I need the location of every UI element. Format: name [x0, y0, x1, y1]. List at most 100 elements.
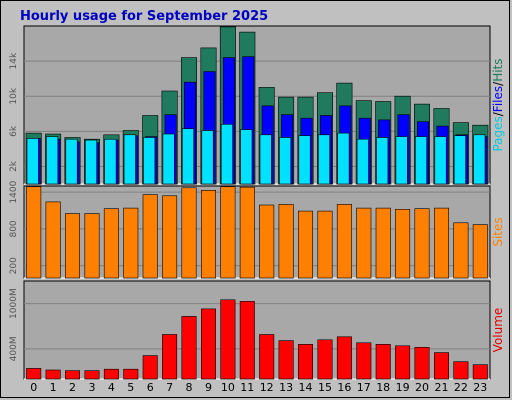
bar-volume-6 [142, 355, 158, 380]
bar-sites-20 [414, 208, 430, 279]
x-tick-label-18: 18 [376, 381, 390, 394]
bar-pages-21 [434, 136, 447, 185]
bar-sites-19 [395, 209, 411, 279]
x-tick-label-9: 9 [205, 381, 212, 394]
bar-volume-17 [356, 342, 372, 380]
bar-sites-13 [278, 204, 294, 279]
y-tick-label: 400M [9, 336, 19, 361]
y-tick-label: 2k [9, 160, 19, 172]
side-label-part: / [491, 81, 505, 86]
bar-volume-16 [336, 336, 352, 380]
chart-panels: 2k6k10k14kPages/Files/Hits2008001400Site… [9, 25, 505, 380]
bar-pages-13 [279, 137, 292, 185]
bar-pages-23 [473, 134, 486, 185]
bar-pages-3 [85, 139, 98, 185]
x-tick-label-12: 12 [260, 381, 274, 394]
y-tick-label: 200 [9, 257, 19, 274]
panel-volume: 400M 1000M Volume [9, 280, 505, 380]
bar-volume-13 [278, 340, 294, 380]
bar-pages-19 [395, 136, 408, 185]
bar-pages-6 [143, 137, 156, 185]
plot-area-volume [23, 280, 491, 380]
bar-pages-14 [298, 135, 311, 185]
x-tick-label-5: 5 [127, 381, 134, 394]
x-tick-label-21: 21 [435, 381, 449, 394]
bar-volume-2 [65, 370, 81, 380]
bar-sites-11 [239, 186, 255, 279]
bar-pages-8 [182, 128, 195, 185]
y-tick-label: 1000M [9, 288, 19, 319]
bar-volume-10 [220, 299, 236, 380]
side-label-volume: Volume [491, 308, 505, 353]
x-tick-label-10: 10 [221, 381, 235, 394]
x-tick-label-8: 8 [186, 381, 193, 394]
bar-sites-0 [26, 186, 42, 279]
x-tick-label-11: 11 [240, 381, 254, 394]
x-tick-label-2: 2 [69, 381, 76, 394]
bar-volume-5 [123, 368, 139, 380]
bar-volume-7 [162, 334, 178, 380]
bar-pages-0 [26, 138, 39, 185]
bar-volume-19 [395, 345, 411, 380]
side-label-sites: Sites [491, 217, 505, 246]
x-tick-label-7: 7 [166, 381, 173, 394]
bar-volume-14 [297, 343, 313, 380]
bar-sites-5 [123, 207, 139, 279]
bar-pages-9 [201, 130, 214, 185]
plot-area-sites [23, 185, 491, 279]
x-tick-label-16: 16 [337, 381, 351, 394]
y-tick-label: 800 [9, 220, 19, 237]
bar-sites-23 [472, 224, 488, 279]
bar-sites-4 [103, 208, 119, 279]
x-tick-label-22: 22 [454, 381, 468, 394]
x-tick-label-1: 1 [50, 381, 57, 394]
side-label-part: Pages [491, 116, 505, 151]
bar-sites-14 [297, 210, 313, 279]
bar-volume-4 [103, 368, 119, 380]
x-axis-ticks: 0 1 2 3 4 5 6 7 8 9 10 11 12 13 14 15 16 17 18 19 20 21 22 23 [30, 381, 487, 394]
bar-pages-1 [46, 136, 59, 185]
bar-pages-4 [104, 138, 117, 185]
bar-volume-15 [317, 339, 333, 380]
bar-volume-12 [259, 334, 275, 380]
bar-sites-8 [181, 187, 197, 279]
bar-sites-1 [45, 201, 61, 279]
side-label-part: Volume [491, 308, 505, 353]
bar-sites-16 [336, 204, 352, 279]
bar-sites-21 [433, 207, 449, 279]
side-label-part: Hits [491, 58, 505, 81]
plot-area-traffic [23, 25, 491, 185]
bar-pages-2 [65, 138, 78, 185]
bar-sites-7 [162, 195, 178, 279]
y-tick-label: 14k [9, 52, 19, 69]
x-tick-label-13: 13 [279, 381, 293, 394]
bar-sites-3 [84, 213, 100, 279]
x-tick-label-3: 3 [89, 381, 96, 394]
x-tick-label-19: 19 [396, 381, 410, 394]
bar-sites-2 [65, 213, 81, 279]
bar-sites-17 [356, 207, 372, 279]
bar-volume-23 [472, 364, 488, 380]
bar-volume-9 [201, 308, 217, 380]
x-tick-label-23: 23 [473, 381, 487, 394]
bar-volume-1 [45, 369, 61, 380]
bar-volume-8 [181, 316, 197, 380]
side-label-part: Sites [491, 217, 505, 246]
x-tick-label-17: 17 [357, 381, 371, 394]
bar-pages-18 [376, 137, 389, 185]
bar-volume-20 [414, 346, 430, 380]
bar-sites-9 [201, 190, 217, 279]
y-tick-label: 6k [9, 125, 19, 137]
chart-title: Hourly usage for September 2025 [20, 9, 268, 24]
bar-volume-3 [84, 370, 100, 380]
bar-volume-22 [453, 361, 469, 380]
side-label-part: / [491, 111, 505, 116]
side-label-part: Files [491, 86, 505, 112]
bar-pages-16 [337, 132, 350, 185]
bar-pages-12 [259, 134, 272, 185]
bar-sites-15 [317, 210, 333, 279]
bar-pages-15 [317, 134, 330, 185]
bar-pages-5 [123, 134, 136, 185]
